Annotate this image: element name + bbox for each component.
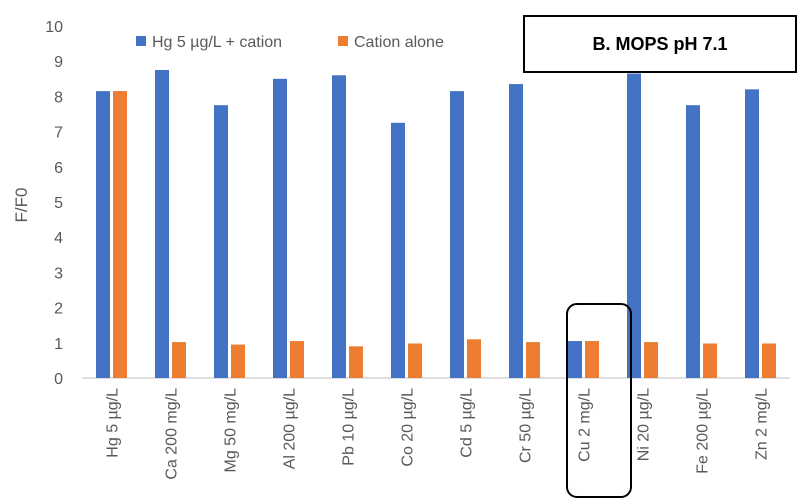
x-tick-label: Ni 20 µg/L xyxy=(636,388,653,461)
bar-hg-plus-cation-ca-200-mg-l xyxy=(155,70,169,378)
legend: Hg 5 µg/L + cation Cation alone xyxy=(136,34,444,51)
bar-hg-plus-cation-mg-50-mg-l xyxy=(214,105,228,378)
bar-cation-alone-zn-2-mg-l xyxy=(762,343,776,378)
y-tick-label: 8 xyxy=(54,89,63,106)
bar-cation-alone-cd-5-ug-l xyxy=(467,339,481,378)
x-tick-label: Zn 2 mg/L xyxy=(754,388,771,460)
bar-cation-alone-cr-50-ug-l xyxy=(526,342,540,378)
bar-cation-alone-fe-200-ug-l xyxy=(703,343,717,378)
y-tick-label: 0 xyxy=(54,371,63,388)
x-axis-ticks: Hg 5 µg/L Ca 200 mg/L Mg 50 mg/L Al 200 µg/… xyxy=(105,388,771,480)
y-tick-label: 9 xyxy=(54,54,63,71)
bar-cation-alone-ca-200-mg-l xyxy=(172,342,186,378)
x-tick-label: Cu 2 mg/L xyxy=(577,388,594,462)
x-tick-label: Co 20 µg/L xyxy=(400,388,417,467)
bar-hg-plus-cation-co-20-ug-l xyxy=(391,122,405,378)
x-tick-label: Al 200 µg/L xyxy=(282,388,299,469)
bar-cation-alone-ni-20-ug-l xyxy=(644,342,658,378)
chart-title: B. MOPS pH 7.1 xyxy=(592,34,727,54)
y-tick-label: 2 xyxy=(54,301,63,318)
bar-hg-plus-cation-ni-20-ug-l xyxy=(627,73,641,379)
title-box: B. MOPS pH 7.1 xyxy=(523,15,797,73)
bar-cation-alone-co-20-ug-l xyxy=(408,343,422,378)
legend-swatch-hg-plus-cation xyxy=(136,36,146,46)
legend-label-cation-alone: Cation alone xyxy=(354,34,444,51)
x-tick-label: Mg 50 mg/L xyxy=(223,388,240,473)
bar-cation-alone-mg-50-mg-l xyxy=(231,344,245,378)
x-tick-label: Fe 200 µg/L xyxy=(695,388,712,474)
bar-hg-plus-cation-cd-5-ug-l xyxy=(450,91,464,379)
y-tick-label: 5 xyxy=(54,195,63,212)
y-tick-label: 7 xyxy=(54,125,63,142)
y-tick-label: 6 xyxy=(54,160,63,177)
bar-cation-alone-hg-5-ug-l xyxy=(113,91,127,379)
legend-swatch-cation-alone xyxy=(338,36,348,46)
y-tick-label: 10 xyxy=(45,19,63,36)
x-tick-label: Hg 5 µg/L xyxy=(105,388,122,458)
highlight-box-cu xyxy=(566,303,632,498)
y-tick-label: 3 xyxy=(54,265,63,282)
x-tick-label: Pb 10 µg/L xyxy=(341,388,358,466)
bar-cation-alone-pb-10-ug-l xyxy=(349,346,363,378)
bar-hg-plus-cation-cu-2-mg-l xyxy=(568,341,582,378)
bar-hg-plus-cation-al-200-ug-l xyxy=(273,78,287,379)
bar-series xyxy=(96,70,776,379)
x-tick-label: Cr 50 µg/L xyxy=(518,388,535,463)
y-tick-label: 1 xyxy=(54,336,63,353)
y-tick-label: 4 xyxy=(54,230,63,247)
x-tick-label: Cd 5 µg/L xyxy=(459,388,476,458)
bar-hg-plus-cation-pb-10-ug-l xyxy=(332,75,346,378)
bar-hg-plus-cation-cr-50-ug-l xyxy=(509,84,523,378)
bar-hg-plus-cation-hg-5-ug-l xyxy=(96,91,110,379)
bar-cation-alone-al-200-ug-l xyxy=(290,341,304,378)
bar-cation-alone-cu-2-mg-l xyxy=(585,341,599,378)
legend-label-hg-plus-cation: Hg 5 µg/L + cation xyxy=(152,34,282,51)
y-axis-ticks: 0 1 2 3 4 5 6 7 8 9 10 xyxy=(45,19,63,388)
bar-hg-plus-cation-fe-200-ug-l xyxy=(686,105,700,378)
bar-hg-plus-cation-zn-2-mg-l xyxy=(745,89,759,379)
title-frame xyxy=(523,15,797,73)
x-tick-label: Ca 200 mg/L xyxy=(164,388,181,480)
y-axis-label: F/F0 xyxy=(12,188,31,223)
